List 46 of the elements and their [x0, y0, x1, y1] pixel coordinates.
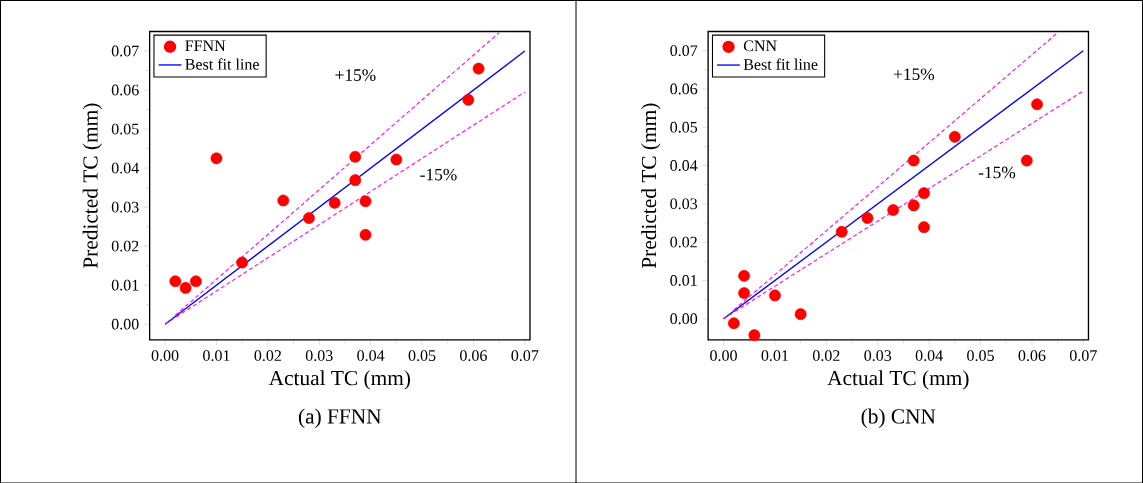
x-axis-title: Actual TC (mm): [268, 370, 411, 390]
x-tick-label: 0.01: [203, 350, 230, 361]
y-tick-label: 0.06: [670, 83, 698, 95]
y-axis-title: Predicted TC (mm): [641, 103, 661, 268]
text: (b) CNN: [861, 408, 936, 428]
y-tick-label: 0.06: [111, 84, 139, 96]
y-tick-label: 0.02: [111, 240, 139, 252]
y-axis-title: Predicted TC (mm): [82, 103, 103, 268]
series-label: -15%: [978, 166, 1016, 179]
y-tick-label: 0.05: [111, 123, 139, 135]
x-tick-label: 0.05: [408, 350, 436, 361]
x-tick-label: 0.03: [864, 350, 892, 361]
y-tick-label: 0.05: [670, 121, 698, 133]
y-tick-label: 0.03: [670, 198, 698, 210]
x-axis-title: Actual TC (mm): [827, 370, 969, 390]
x-tick-label: 0.04: [915, 350, 943, 361]
y-tick-label: 0.07: [111, 45, 139, 57]
x-tick-label: 0.07: [511, 350, 539, 361]
y-tick-label: 0.04: [111, 162, 139, 174]
y-tick-label: 0.07: [670, 45, 698, 56]
x-tick-label: 0.02: [254, 350, 281, 361]
y-tick-label: 0.01: [111, 279, 139, 291]
x-tick-label: 0.00: [151, 350, 179, 361]
y-tick-label: 0.01: [670, 274, 697, 286]
x-tick-label: 0.04: [357, 350, 385, 361]
text: (a) FFNN: [298, 408, 382, 428]
y-tick-label: 0.04: [670, 159, 698, 171]
y-tick-label: 0.03: [111, 201, 139, 213]
legend-label: Best fit line: [185, 58, 259, 70]
x-tick-label: 0.01: [761, 350, 788, 361]
x-tick-label: 0.05: [967, 350, 994, 361]
y-tick-label: 0.00: [111, 318, 139, 330]
series-label: -15%: [420, 168, 457, 181]
x-tick-label: 0.03: [305, 350, 333, 361]
y-tick-label: 0.00: [670, 313, 698, 324]
legend-label: FFNN: [185, 40, 226, 51]
y-tick-label: 0.02: [670, 236, 697, 248]
x-tick-label: 0.07: [1069, 350, 1097, 361]
x-tick-label: 0.06: [460, 350, 487, 361]
x-tick-label: 0.02: [812, 350, 840, 361]
x-tick-label: 0.00: [710, 350, 737, 361]
legend-label: CNN: [743, 40, 777, 52]
legend-label: Best fit line: [743, 58, 818, 70]
text: +15%: [335, 69, 376, 81]
text: +15%: [893, 68, 935, 80]
x-tick-label: 0.06: [1018, 350, 1046, 361]
